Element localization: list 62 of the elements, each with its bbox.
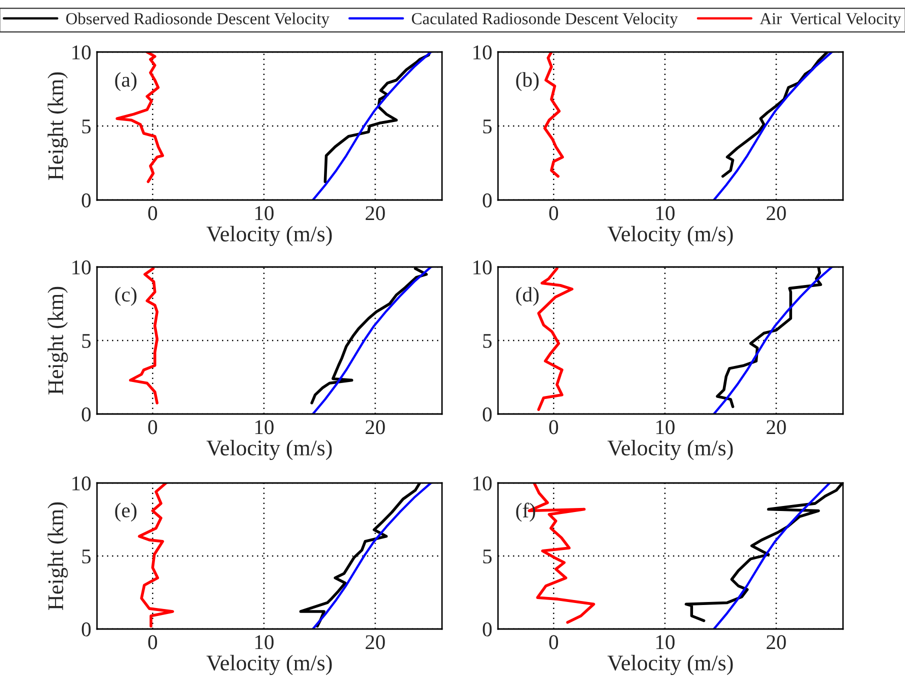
y-tick-label: 0 (82, 407, 91, 422)
x-axis-title: Velocity (m/s) (607, 226, 733, 246)
y-tick-label: 5 (483, 120, 492, 134)
x-tick-label: 10 (656, 635, 675, 650)
y-tick-label: 0 (82, 193, 91, 208)
y-axis-title: Height (km) (48, 286, 68, 394)
x-tick-label: 10 (656, 420, 675, 434)
line-series (138, 483, 174, 628)
annotation: (f) (516, 502, 536, 522)
line-series (712, 483, 831, 629)
annotation: (d) (516, 286, 539, 306)
x-tick-label: 10 (255, 206, 274, 220)
x-tick-label: 10 (255, 635, 274, 650)
x-tick-label: 0 (549, 420, 558, 434)
x-tick-label: 20 (766, 635, 786, 650)
x-axis-title: Velocity (m/s) (206, 226, 332, 246)
x-axis-title: Velocity (m/s) (206, 440, 332, 460)
y-tick-label: 0 (82, 622, 91, 636)
x-tick-label: 20 (366, 206, 385, 220)
x-tick-label: 20 (366, 635, 385, 650)
y-tick-label: 10 (72, 476, 91, 490)
x-tick-label: 0 (148, 635, 158, 650)
y-axis-title: Height (km) (48, 72, 68, 180)
y-axis-title: Height (km) (48, 502, 68, 610)
y-tick-label: 10 (473, 45, 492, 60)
line-series (712, 52, 833, 200)
y-tick-label: 5 (82, 550, 91, 564)
y-tick-label: 5 (483, 550, 492, 564)
y-tick-label: 0 (482, 407, 492, 422)
x-axis-title: Velocity (m/s) (206, 654, 332, 676)
y-tick-label: 5 (82, 334, 91, 348)
annotation: (e) (115, 502, 136, 522)
x-tick-label: 20 (366, 420, 385, 434)
legend-label: Caculated Radiosonde Descent Velocity (412, 12, 678, 28)
line-series (543, 52, 564, 178)
annotation: (a) (115, 72, 136, 92)
line-series (312, 52, 432, 200)
x-tick-label: 0 (148, 420, 158, 434)
x-axis-title: Velocity (m/s) (607, 440, 733, 460)
y-tick-label: 10 (473, 476, 492, 490)
annotation: (b) (516, 72, 539, 92)
line-series (537, 267, 574, 411)
line-series (116, 52, 164, 184)
y-tick-label: 0 (482, 622, 492, 636)
y-tick-label: 10 (72, 260, 91, 274)
x-axis-title: Velocity (m/s) (607, 654, 733, 676)
y-tick-label: 10 (72, 45, 91, 60)
line-series (312, 483, 432, 629)
x-tick-label: 0 (549, 635, 558, 650)
x-tick-label: 0 (148, 206, 158, 220)
legend-label: Observed Radiosonde Descent Velocity (66, 12, 330, 28)
y-tick-label: 5 (483, 334, 492, 348)
y-tick-label: 0 (482, 193, 492, 208)
y-tick-label: 5 (82, 120, 91, 134)
annotation: (c) (115, 286, 136, 306)
x-tick-label: 10 (255, 420, 274, 434)
legend-label: Air Vertical Velocity (760, 12, 902, 28)
x-tick-label: 0 (549, 206, 558, 220)
x-tick-label: 20 (766, 420, 786, 434)
x-tick-label: 20 (766, 206, 786, 220)
y-tick-label: 10 (473, 260, 492, 274)
x-tick-label: 10 (656, 206, 675, 220)
